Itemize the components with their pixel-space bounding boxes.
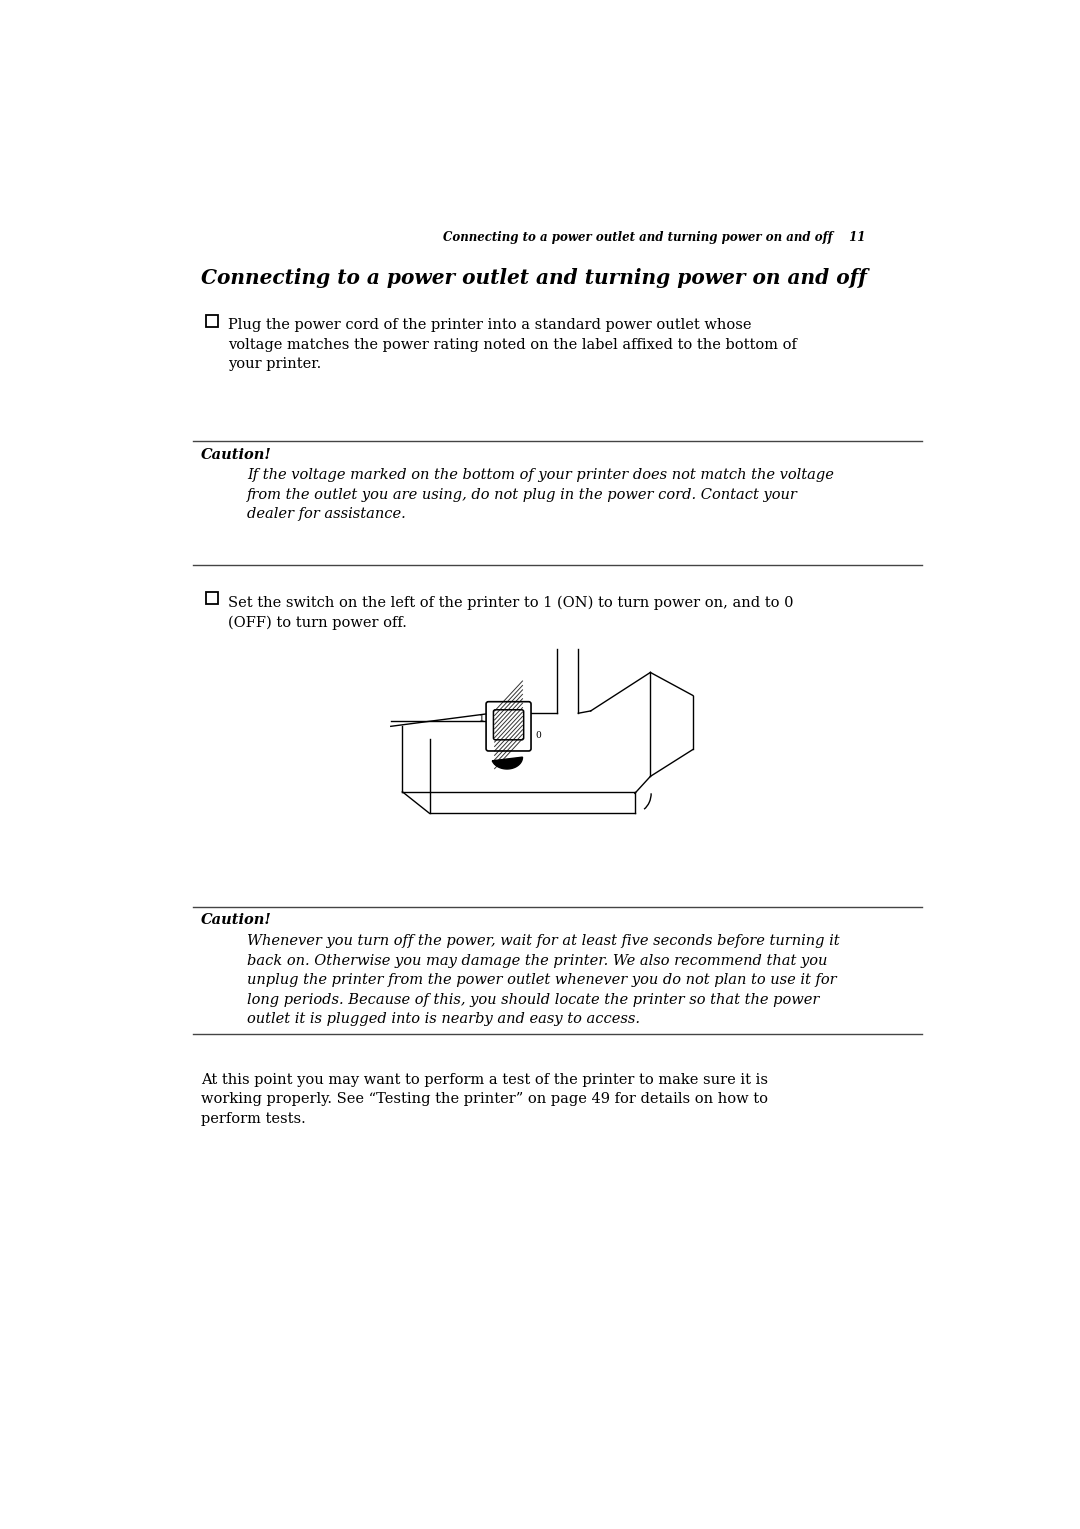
Text: Plug the power cord of the printer into a standard power outlet whose
voltage ma: Plug the power cord of the printer into …	[228, 318, 797, 372]
Text: 0: 0	[535, 731, 541, 740]
Text: Connecting to a power outlet and turning power on and off    11: Connecting to a power outlet and turning…	[443, 231, 865, 245]
Text: At this point you may want to perform a test of the printer to make sure it is
w: At this point you may want to perform a …	[201, 1073, 768, 1125]
FancyBboxPatch shape	[206, 592, 218, 604]
Text: Caution!: Caution!	[201, 913, 272, 928]
Text: Whenever you turn off the power, wait for at least five seconds before turning i: Whenever you turn off the power, wait fo…	[247, 934, 840, 1026]
FancyBboxPatch shape	[206, 315, 218, 327]
FancyBboxPatch shape	[494, 709, 524, 740]
FancyBboxPatch shape	[486, 702, 531, 751]
Text: Set the switch on the left of the printer to 1 (ON) to turn power on, and to 0
(: Set the switch on the left of the printe…	[228, 595, 794, 630]
Text: If the voltage marked on the bottom of your printer does not match the voltage
f: If the voltage marked on the bottom of y…	[247, 468, 834, 521]
Text: Caution!: Caution!	[201, 448, 272, 462]
Text: Connecting to a power outlet and turning power on and off: Connecting to a power outlet and turning…	[201, 268, 867, 287]
Text: 1: 1	[478, 714, 484, 723]
Polygon shape	[492, 757, 523, 769]
